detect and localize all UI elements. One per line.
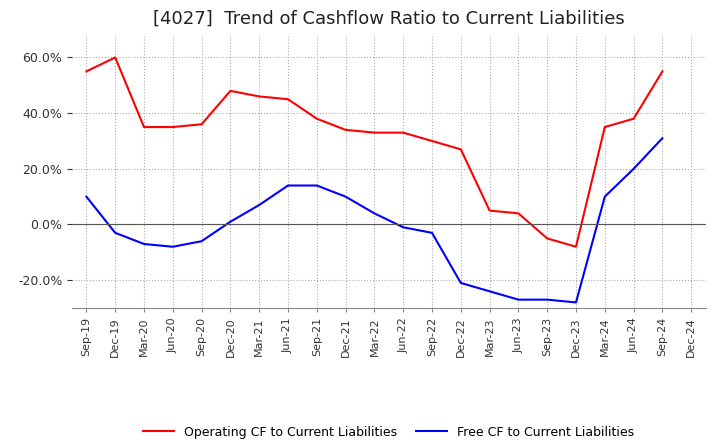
Free CF to Current Liabilities [514, 297, 523, 302]
Operating CF to Current Liabilities [514, 211, 523, 216]
Free CF to Current Liabilities [600, 194, 609, 199]
Operating CF to Current Liabilities [485, 208, 494, 213]
Free CF to Current Liabilities [168, 244, 177, 249]
Operating CF to Current Liabilities [428, 138, 436, 143]
Operating CF to Current Liabilities [629, 116, 638, 121]
Operating CF to Current Liabilities [312, 116, 321, 121]
Operating CF to Current Liabilities [82, 69, 91, 74]
Free CF to Current Liabilities [399, 225, 408, 230]
Free CF to Current Liabilities [572, 300, 580, 305]
Legend: Operating CF to Current Liabilities, Free CF to Current Liabilities: Operating CF to Current Liabilities, Fre… [138, 421, 639, 440]
Free CF to Current Liabilities [197, 238, 206, 244]
Operating CF to Current Liabilities [456, 147, 465, 152]
Free CF to Current Liabilities [629, 166, 638, 172]
Free CF to Current Liabilities [111, 230, 120, 235]
Operating CF to Current Liabilities [140, 125, 148, 130]
Operating CF to Current Liabilities [197, 121, 206, 127]
Title: [4027]  Trend of Cashflow Ratio to Current Liabilities: [4027] Trend of Cashflow Ratio to Curren… [153, 10, 625, 28]
Free CF to Current Liabilities [226, 219, 235, 224]
Line: Free CF to Current Liabilities: Free CF to Current Liabilities [86, 138, 662, 302]
Operating CF to Current Liabilities [658, 69, 667, 74]
Operating CF to Current Liabilities [341, 127, 350, 132]
Operating CF to Current Liabilities [226, 88, 235, 94]
Operating CF to Current Liabilities [370, 130, 379, 135]
Free CF to Current Liabilities [485, 289, 494, 294]
Free CF to Current Liabilities [370, 211, 379, 216]
Free CF to Current Liabilities [82, 194, 91, 199]
Free CF to Current Liabilities [140, 241, 148, 246]
Free CF to Current Liabilities [543, 297, 552, 302]
Operating CF to Current Liabilities [543, 236, 552, 241]
Free CF to Current Liabilities [312, 183, 321, 188]
Free CF to Current Liabilities [284, 183, 292, 188]
Operating CF to Current Liabilities [572, 244, 580, 249]
Operating CF to Current Liabilities [168, 125, 177, 130]
Operating CF to Current Liabilities [399, 130, 408, 135]
Free CF to Current Liabilities [456, 280, 465, 286]
Free CF to Current Liabilities [341, 194, 350, 199]
Operating CF to Current Liabilities [111, 55, 120, 60]
Operating CF to Current Liabilities [284, 97, 292, 102]
Free CF to Current Liabilities [255, 202, 264, 208]
Free CF to Current Liabilities [658, 136, 667, 141]
Free CF to Current Liabilities [428, 230, 436, 235]
Line: Operating CF to Current Liabilities: Operating CF to Current Liabilities [86, 58, 662, 247]
Operating CF to Current Liabilities [600, 125, 609, 130]
Operating CF to Current Liabilities [255, 94, 264, 99]
